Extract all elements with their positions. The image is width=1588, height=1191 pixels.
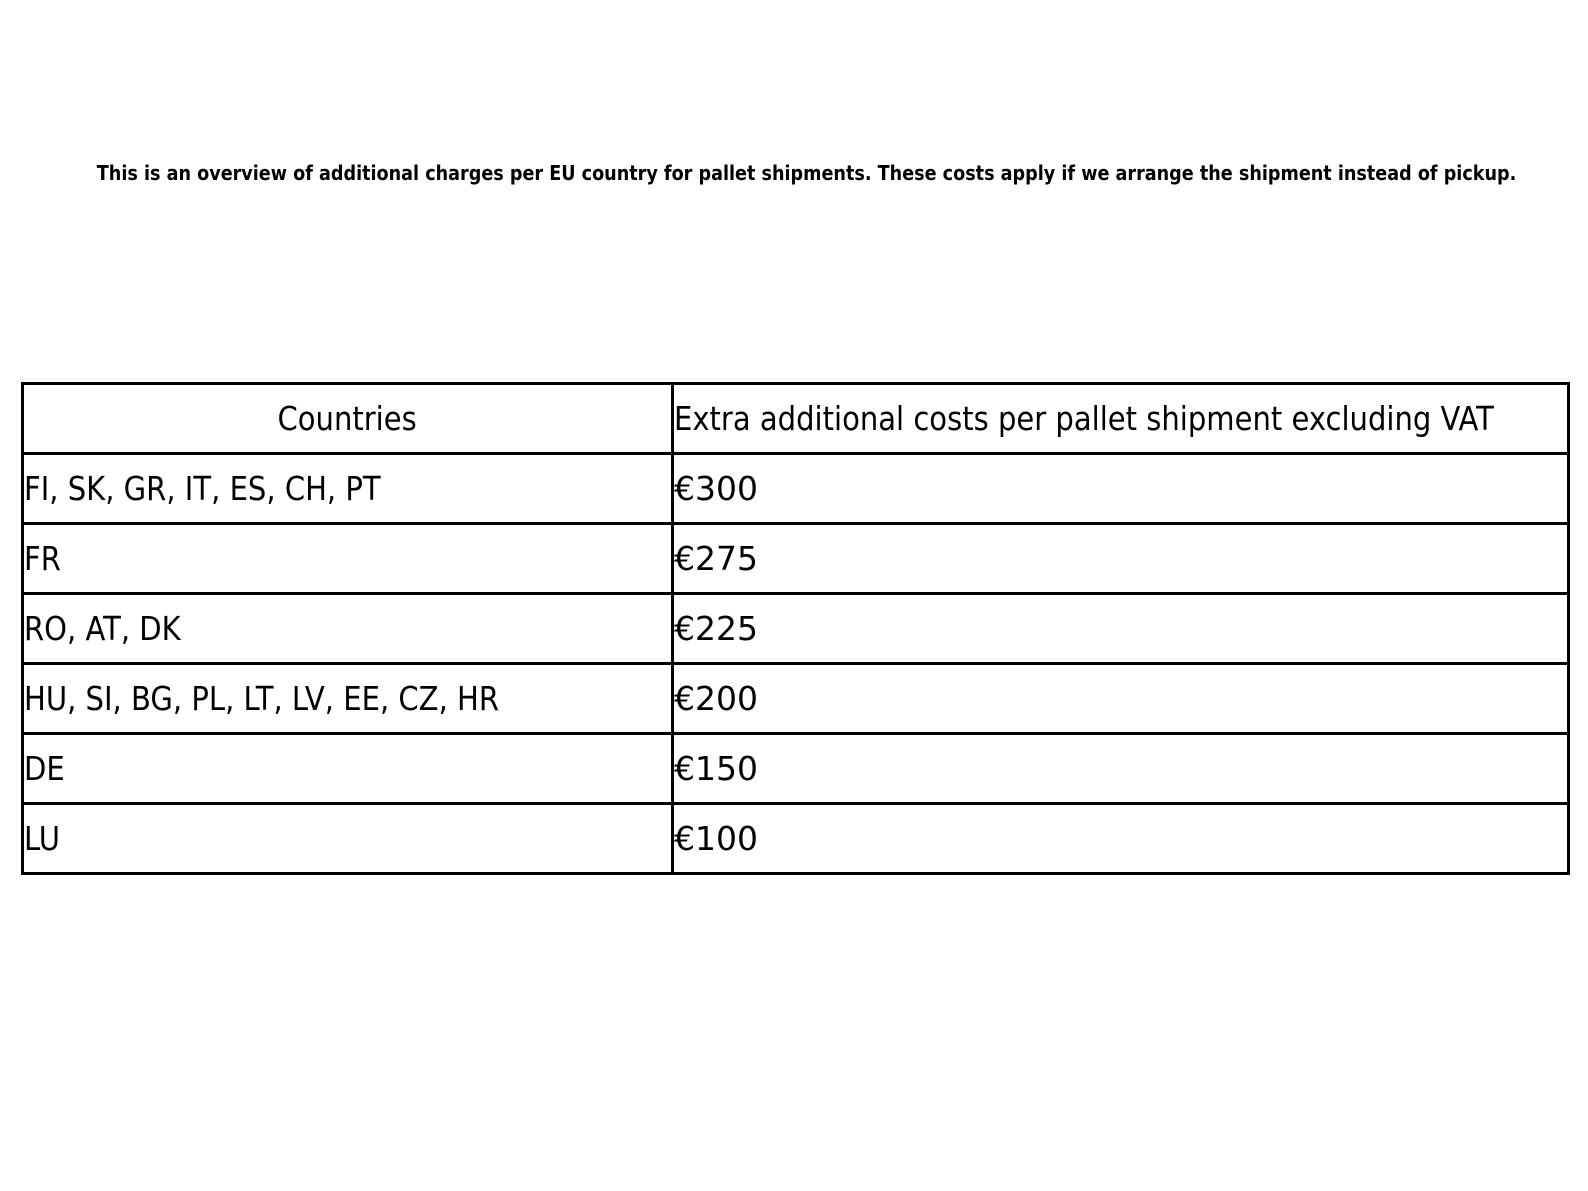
countries-value: DE xyxy=(24,749,65,788)
countries-value: RO, AT, DK xyxy=(24,609,181,648)
cost-cell: €275 xyxy=(671,522,1570,595)
column-header-countries-label: Countries xyxy=(277,399,418,438)
table-row: FI, SK, GR, IT, ES, CH, PT €300 xyxy=(21,452,1570,525)
cost-cell: €150 xyxy=(671,732,1570,805)
countries-value: FI, SK, GR, IT, ES, CH, PT xyxy=(24,469,381,508)
countries-cell: DE xyxy=(21,732,674,805)
cost-cell: €225 xyxy=(671,592,1570,665)
column-header-costs-label: Extra additional costs per pallet shipme… xyxy=(674,399,1494,438)
cost-cell: €300 xyxy=(671,452,1570,525)
charges-table-container: Countries Extra additional costs per pal… xyxy=(21,382,1570,875)
column-header-costs: Extra additional costs per pallet shipme… xyxy=(671,382,1570,455)
countries-cell: FI, SK, GR, IT, ES, CH, PT xyxy=(21,452,674,525)
charges-table: Countries Extra additional costs per pal… xyxy=(21,382,1570,875)
intro-text-content: This is an overview of additional charge… xyxy=(96,161,1517,185)
table-row: FR €275 xyxy=(21,522,1570,595)
countries-cell: HU, SI, BG, PL, LT, LV, EE, CZ, HR xyxy=(21,662,674,735)
column-header-countries: Countries xyxy=(21,382,674,455)
cost-cell: €100 xyxy=(671,802,1570,875)
table-row: HU, SI, BG, PL, LT, LV, EE, CZ, HR €200 xyxy=(21,662,1570,735)
countries-value: HU, SI, BG, PL, LT, LV, EE, CZ, HR xyxy=(24,679,500,718)
countries-cell: LU xyxy=(21,802,674,875)
countries-value: LU xyxy=(24,819,60,858)
countries-cell: FR xyxy=(21,522,674,595)
table-row: DE €150 xyxy=(21,732,1570,805)
header-row: Countries Extra additional costs per pal… xyxy=(21,382,1570,455)
table-row: RO, AT, DK €225 xyxy=(21,592,1570,665)
countries-cell: RO, AT, DK xyxy=(21,592,674,665)
intro-text: This is an overview of additional charge… xyxy=(0,161,1588,185)
table-row: LU €100 xyxy=(21,802,1570,875)
countries-value: FR xyxy=(24,539,61,578)
cost-cell: €200 xyxy=(671,662,1570,735)
